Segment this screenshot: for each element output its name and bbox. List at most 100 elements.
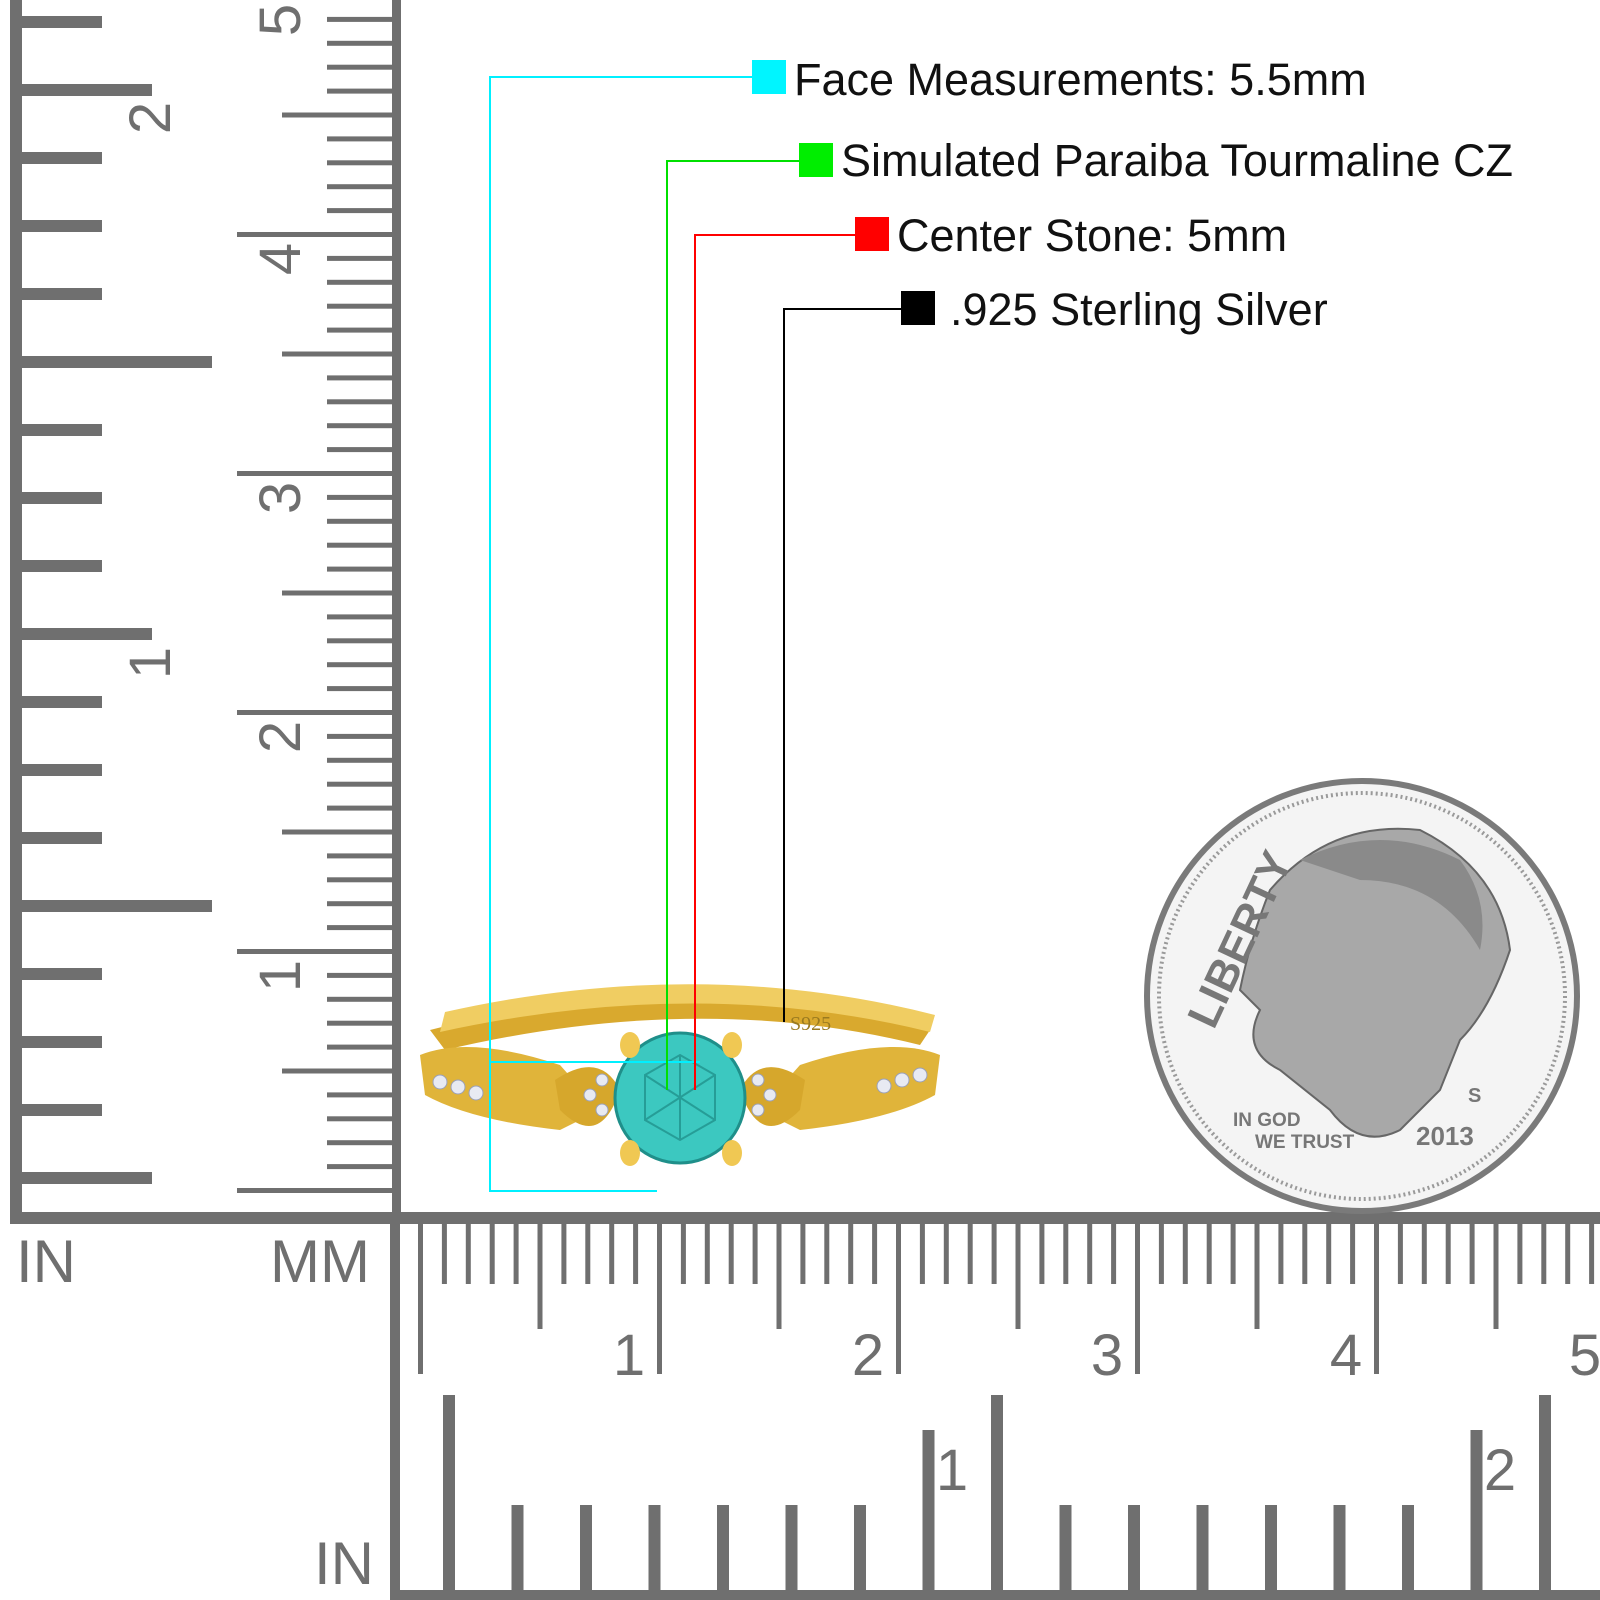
horizontal-mm-tick <box>1541 1224 1547 1284</box>
horizontal-mm-tick <box>1493 1224 1499 1329</box>
stone-type-line <box>666 160 813 1090</box>
vertical-mm-tick <box>237 1188 392 1193</box>
bottom-inch-label: IN <box>314 1530 374 1597</box>
horizontal-mm-tick <box>489 1224 495 1284</box>
horizontal-inch-number: 1 <box>936 1438 968 1503</box>
horizontal-inch-tick <box>443 1395 455 1590</box>
left-inch-label: IN <box>16 1228 76 1295</box>
horizontal-mm-tick <box>441 1224 447 1284</box>
vertical-mm-tick <box>327 996 392 1002</box>
horizontal-mm-tick <box>465 1224 471 1284</box>
vertical-mm-tick <box>327 518 392 524</box>
vertical-cm-number: 3 <box>248 482 313 514</box>
vertical-inch-tick <box>22 356 212 368</box>
horizontal-mm-tick <box>633 1224 639 1284</box>
horizontal-mm-tick <box>752 1224 758 1284</box>
vertical-inch-tick <box>22 1036 102 1048</box>
horizontal-cm-number: 4 <box>1330 1323 1362 1388</box>
vertical-mm-tick <box>327 136 392 142</box>
vertical-mm-tick <box>327 447 392 453</box>
horizontal-mm-tick <box>1087 1224 1093 1284</box>
horizontal-mm-tick <box>1039 1224 1045 1284</box>
horizontal-inch-tick <box>854 1505 866 1590</box>
vertical-mm-tick <box>282 351 392 357</box>
horizontal-mm-tick <box>1374 1224 1379 1374</box>
callout-stone-type: Simulated Paraiba Tourmaline CZ <box>841 135 1513 186</box>
horizontal-mm-tick <box>1182 1224 1188 1284</box>
horizontal-mm-tick <box>561 1224 567 1284</box>
vertical-mm-tick <box>327 208 392 214</box>
face-measurement-line <box>489 76 768 1192</box>
horizontal-mm-tick <box>800 1224 806 1284</box>
vertical-mm-tick <box>237 710 392 715</box>
horizontal-mm-tick <box>1445 1224 1451 1284</box>
vertical-inch-tick <box>22 424 102 436</box>
horizontal-inch-tick <box>1059 1505 1072 1590</box>
horizontal-mm-tick <box>513 1224 519 1284</box>
vertical-mm-tick <box>327 303 392 309</box>
coin-mint-mark: S <box>1468 1085 1481 1107</box>
horizontal-cm-number: 5 <box>1569 1323 1600 1388</box>
vertical-inch-tick <box>22 900 212 912</box>
vertical-inch-tick <box>22 968 102 980</box>
vertical-mm-tick <box>327 686 392 692</box>
left-mm-label: MM <box>270 1228 370 1295</box>
horizontal-inch-tick <box>511 1505 524 1590</box>
horizontal-inch-tick <box>1402 1505 1414 1590</box>
bottom-ruler-left-edge <box>390 1212 400 1600</box>
horizontal-mm-tick <box>1158 1224 1164 1284</box>
vertical-cm-number: 1 <box>248 960 313 992</box>
ring: S925 <box>420 984 940 1166</box>
horizontal-mm-tick <box>967 1224 973 1284</box>
vertical-cm-number: 2 <box>248 721 313 753</box>
coin-motto-2: WE TRUST <box>1255 1132 1355 1153</box>
cyan-swatch <box>752 60 786 94</box>
horizontal-mm-tick <box>919 1224 925 1284</box>
vertical-mm-tick <box>327 757 392 763</box>
vertical-mm-tick <box>327 88 392 94</box>
dime-coin: LIBERTY IN GOD WE TRUST 2013 S <box>1144 778 1580 1214</box>
vertical-cm-number: 4 <box>248 243 313 275</box>
horizontal-inch-tick <box>1128 1505 1140 1590</box>
vertical-mm-tick <box>282 829 392 835</box>
horizontal-inch-tick <box>1470 1430 1483 1590</box>
callout-metal: .925 Sterling Silver <box>950 284 1328 335</box>
mm-ruler-edge <box>392 0 401 1222</box>
left-ruler-bottom-edge <box>10 1212 402 1224</box>
horizontal-inch-tick <box>785 1505 798 1590</box>
vertical-mm-tick <box>327 279 392 285</box>
vertical-mm-tick <box>327 733 392 739</box>
vertical-mm-tick <box>327 853 392 859</box>
horizontal-mm-tick <box>1135 1224 1140 1374</box>
vertical-inch-tick <box>22 288 102 300</box>
vertical-mm-tick <box>327 40 392 46</box>
vertical-mm-tick <box>327 1020 392 1026</box>
horizontal-mm-tick <box>943 1224 949 1284</box>
vertical-mm-tick <box>327 877 392 883</box>
vertical-mm-tick <box>327 399 392 405</box>
vertical-mm-tick <box>327 638 392 644</box>
vertical-mm-tick <box>327 614 392 620</box>
callout-face-measurements: Face Measurements: 5.5mm <box>794 54 1367 105</box>
horizontal-inch-tick <box>991 1395 1003 1590</box>
horizontal-mm-tick <box>1063 1224 1069 1284</box>
horizontal-mm-tick <box>1111 1224 1117 1284</box>
center-stone-line <box>694 234 867 1090</box>
vertical-mm-tick <box>327 805 392 811</box>
vertical-mm-tick <box>327 327 392 333</box>
horizontal-mm-tick <box>1302 1224 1308 1284</box>
horizontal-mm-tick <box>896 1224 901 1374</box>
bottom-ruler-top-edge <box>392 1212 1600 1224</box>
vertical-inch-tick <box>22 152 102 164</box>
vertical-inch-tick <box>22 696 102 708</box>
horizontal-inch-tick <box>1539 1395 1551 1590</box>
callout-swatches <box>752 60 935 325</box>
vertical-inch-tick <box>22 1104 102 1116</box>
vertical-mm-tick <box>327 1092 392 1098</box>
vertical-inch-tick <box>22 1172 152 1184</box>
horizontal-mm-tick <box>1350 1224 1356 1284</box>
vertical-mm-tick <box>327 160 392 166</box>
vertical-mm-tick <box>327 423 392 429</box>
horizontal-mm-tick <box>776 1224 782 1329</box>
